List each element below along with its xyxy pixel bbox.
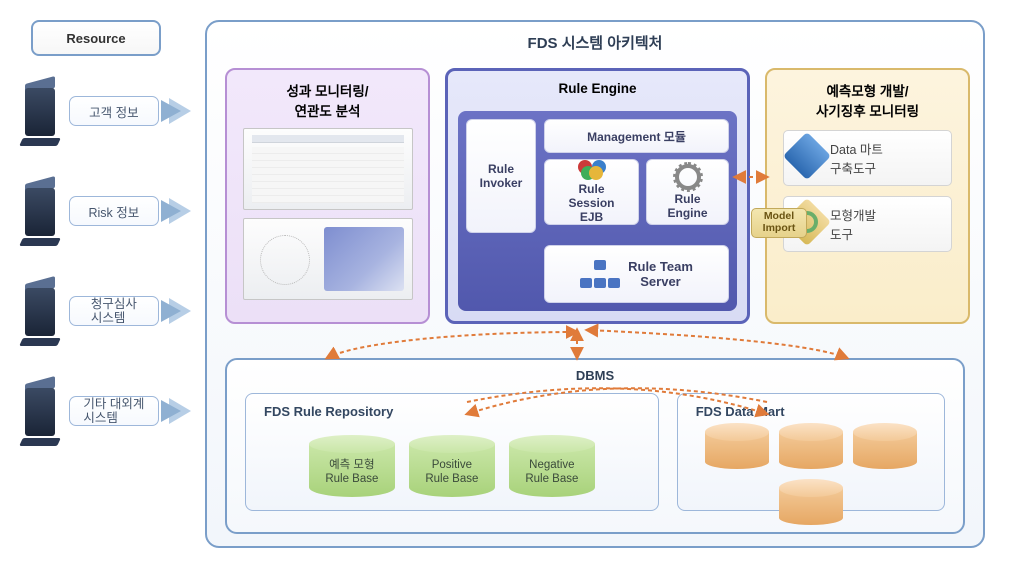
server-icon [25,280,63,342]
cylinder-label: 예측 모형 Rule Base [309,453,395,493]
resource-header: Resource [31,20,161,56]
rule-session-block: Rule Session EJB [544,159,639,225]
management-module-block: Management 모듈 [544,119,729,153]
server-icon [25,380,63,442]
report-thumbnail-icon [243,128,413,210]
dbms-title: DBMS [227,368,963,383]
cylinder-icon [779,479,843,525]
arrow-icon [161,198,195,224]
prediction-model-box: 예측모형 개발/ 사기징후 모니터링 Data 마트 구축도구 모형개발 도구 [765,68,970,324]
resource-item: 기타 대외계 시스템 [25,376,195,446]
cylinder-icon: Positive Rule Base [409,435,495,497]
cylinder-icon: 예측 모형 Rule Base [309,435,395,497]
upper-row: 성과 모니터링/ 연관도 분석 Rule Engine Rule Invoker… [225,68,965,328]
resource-label: 청구심사 시스템 [69,296,159,326]
rule-engine-block: Rule Engine [646,159,729,225]
gear-icon [675,164,701,190]
prediction-title: 예측모형 개발/ 사기징후 모니터링 [773,80,962,120]
data-mart-box: FDS Data Mart [677,393,945,511]
resource-item: 고객 정보 [25,76,195,146]
resource-label: 기타 대외계 시스템 [69,396,159,426]
arrow-icon [161,298,195,324]
cluster-icon [580,260,620,288]
server-icon [25,180,63,242]
chart-thumbnail-icon [243,218,413,300]
model-dev-tool-label: 모형개발 도구 [830,205,876,243]
resource-item: Risk 정보 [25,176,195,246]
cylinder-icon [853,423,917,469]
rule-team-server-block: Rule Team Server [544,245,729,303]
cylinder-icon [779,423,843,469]
dbms-panel: DBMS FDS Rule Repository 예측 모형 Rule Base… [225,358,965,534]
arrow-icon [161,398,195,424]
model-dev-tool: 모형개발 도구 [783,196,952,252]
datamart-tool: Data 마트 구축도구 [783,130,952,186]
server-icon [25,80,63,142]
rule-invoker-block: Rule Invoker [466,119,536,233]
data-mart-title: FDS Data Mart [696,404,932,419]
rule-team-label: Rule Team Server [628,259,693,289]
arrow-icon [161,98,195,124]
cylinder-label: Negative Rule Base [509,453,595,493]
rule-repository-title: FDS Rule Repository [264,404,646,419]
resource-item: 청구심사 시스템 [25,276,195,346]
cube-icon [783,132,831,180]
rule-engine-title: Rule Engine [454,81,741,96]
rule-session-label: Rule Session EJB [568,182,614,224]
spheres-icon [578,160,606,180]
resource-column: Resource 고객 정보 Risk 정보 청구심사 시스템 기타 대외계 시… [25,20,195,476]
rule-engine-label: Rule Engine [667,192,707,220]
rule-engine-inner: Rule Invoker Management 모듈 Rule Session … [458,111,737,311]
resource-label: Risk 정보 [69,196,159,226]
performance-analysis-box: 성과 모니터링/ 연관도 분석 [225,68,430,324]
cylinder-icon: Negative Rule Base [509,435,595,497]
cylinder-label: Positive Rule Base [409,453,495,493]
datamart-tool-label: Data 마트 구축도구 [830,139,883,177]
performance-title: 성과 모니터링/ 연관도 분석 [233,80,422,120]
rule-engine-box: Rule Engine Rule Invoker Management 모듈 R… [445,68,750,324]
resource-label: 고객 정보 [69,96,159,126]
architecture-panel: FDS 시스템 아키텍처 성과 모니터링/ 연관도 분석 Rule Engine… [205,20,985,548]
model-import-badge: Model Import [751,208,807,238]
cylinder-icon [705,423,769,469]
rule-repository-box: FDS Rule Repository 예측 모형 Rule Base Posi… [245,393,659,511]
architecture-title: FDS 시스템 아키텍처 [207,32,983,53]
